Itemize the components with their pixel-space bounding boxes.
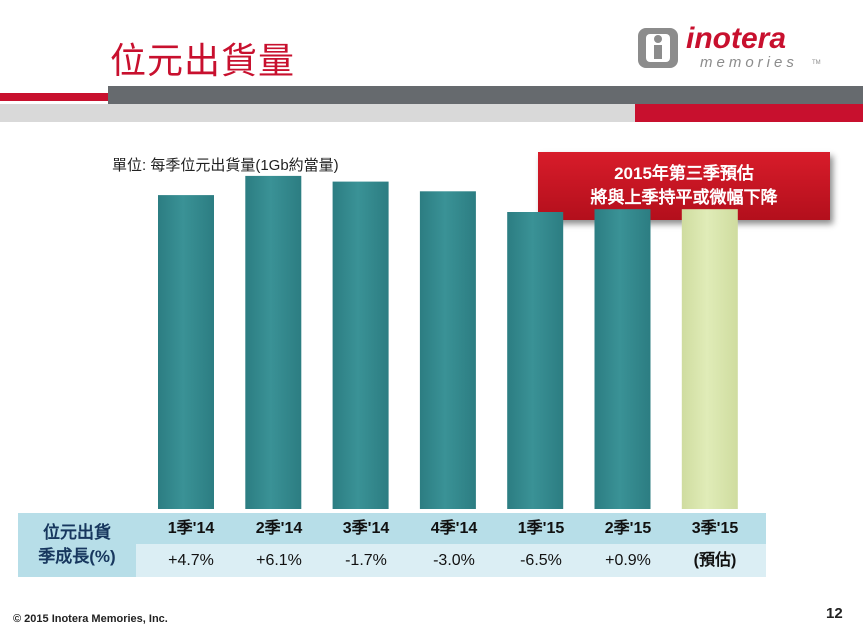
growth-row <box>136 544 766 577</box>
quarter-row <box>136 513 766 544</box>
logo-trademark: TM <box>812 60 821 66</box>
growth-table: 位元出貨 季成長(%) 1季'14 2季'14 3季'14 4季'14 1季'1… <box>18 513 766 577</box>
header-accent-red <box>0 93 108 101</box>
bar <box>594 209 651 509</box>
quarter-cell: 3季'15 <box>691 520 739 537</box>
bar <box>158 195 214 509</box>
growth-cell: +0.9% <box>605 552 651 569</box>
growth-cell: +6.1% <box>256 552 302 569</box>
bar-estimate <box>681 209 738 509</box>
logo-subtitle: memories <box>700 54 798 71</box>
growth-cell: -3.0% <box>433 552 475 569</box>
bar <box>245 175 302 509</box>
header-band-gray <box>108 86 863 104</box>
callout-line-1: 2015年第三季預估 <box>614 164 754 183</box>
row-label-line-1: 位元出貨 <box>43 523 111 542</box>
table-row-header: 位元出貨 季成長(%) <box>18 513 136 577</box>
quarter-cell: 2季'15 <box>604 520 652 537</box>
copyright-footer: © 2015 Inotera Memories, Inc. <box>13 613 168 625</box>
forecast-callout: 2015年第三季預估 將與上季持平或微幅下降 <box>538 152 830 220</box>
growth-cell: -6.5% <box>520 552 562 569</box>
logo-mark-icon <box>638 28 678 68</box>
company-logo: inotera memories TM <box>636 20 826 76</box>
unit-label: 單位: 每季位元出貨量(1Gb約當量) <box>112 157 339 174</box>
bar <box>332 181 389 509</box>
quarter-cell: 1季'15 <box>517 520 565 537</box>
quarter-cell: 1季'14 <box>167 520 215 537</box>
callout-line-2: 將與上季持平或微幅下降 <box>590 188 778 207</box>
growth-cell-estimate: (預估) <box>693 552 737 569</box>
header-accent-red-right <box>635 104 863 122</box>
logo-name: inotera <box>686 22 787 55</box>
bar <box>419 191 476 510</box>
growth-cell: +4.7% <box>168 552 214 569</box>
quarter-cell: 4季'14 <box>430 520 478 537</box>
quarter-cell: 2季'14 <box>255 520 303 537</box>
page-number: 12 <box>826 605 843 622</box>
growth-cell: -1.7% <box>345 552 387 569</box>
page-title: 位元出貨量 <box>110 41 296 82</box>
quarter-cell: 3季'14 <box>342 520 390 537</box>
bar <box>507 212 564 509</box>
row-label-line-2: 季成長(%) <box>38 547 116 566</box>
